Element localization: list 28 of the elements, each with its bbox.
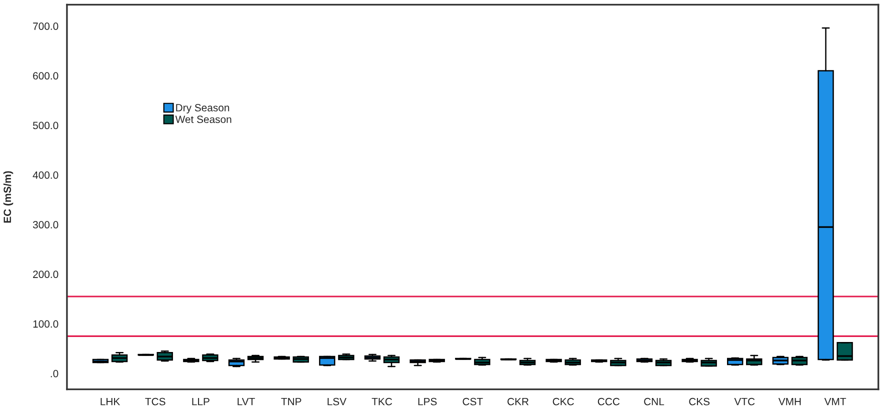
- x-tick-label: VMT: [824, 398, 846, 406]
- x-tick-label: CKR: [508, 398, 528, 406]
- y-tick-label: 700.0: [33, 22, 58, 30]
- x-tick-label: TCS: [145, 398, 166, 406]
- y-tick-label: 200.0: [33, 270, 58, 278]
- x-tick-label: CST: [462, 398, 483, 406]
- x-tick-label: VTC: [734, 398, 755, 406]
- x-tick-label: CKC: [552, 398, 574, 406]
- y-tick-label: 600.0: [33, 72, 58, 80]
- x-tick-label: TNP: [281, 398, 302, 406]
- y-tick-label: 400.0: [32, 171, 58, 179]
- y-tick-label: 500.0: [32, 122, 58, 130]
- x-tick-label: TKC: [372, 398, 392, 406]
- legend-label: Wet Season: [175, 116, 232, 124]
- y-axis-title: EC (mS/m): [3, 171, 14, 223]
- legend-label: Dry Season: [176, 104, 230, 114]
- x-tick-label: CKS: [689, 398, 710, 406]
- x-tick-label: VMH: [778, 398, 801, 406]
- x-tick-label: LVT: [238, 398, 255, 406]
- x-tick-label: CNL: [644, 398, 664, 406]
- x-tick-label: LHK: [100, 398, 120, 406]
- x-tick-label: LSV: [328, 398, 346, 406]
- y-tick-label: .0: [50, 370, 58, 378]
- x-tick-label: CCC: [598, 398, 620, 406]
- x-tick-label: LLP: [192, 398, 210, 406]
- y-tick-label: 300.0: [32, 221, 58, 228]
- y-tick-label: 100.0: [33, 320, 58, 328]
- x-tick-label: LPS: [418, 398, 437, 406]
